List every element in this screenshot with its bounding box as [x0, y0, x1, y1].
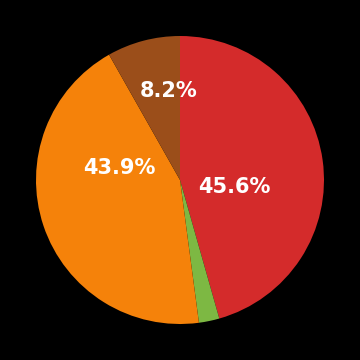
Wedge shape — [180, 180, 219, 323]
Text: 8.2%: 8.2% — [140, 81, 197, 101]
Wedge shape — [109, 36, 180, 180]
Wedge shape — [36, 55, 199, 324]
Text: 45.6%: 45.6% — [198, 177, 271, 197]
Wedge shape — [180, 36, 324, 319]
Text: 43.9%: 43.9% — [83, 158, 156, 179]
